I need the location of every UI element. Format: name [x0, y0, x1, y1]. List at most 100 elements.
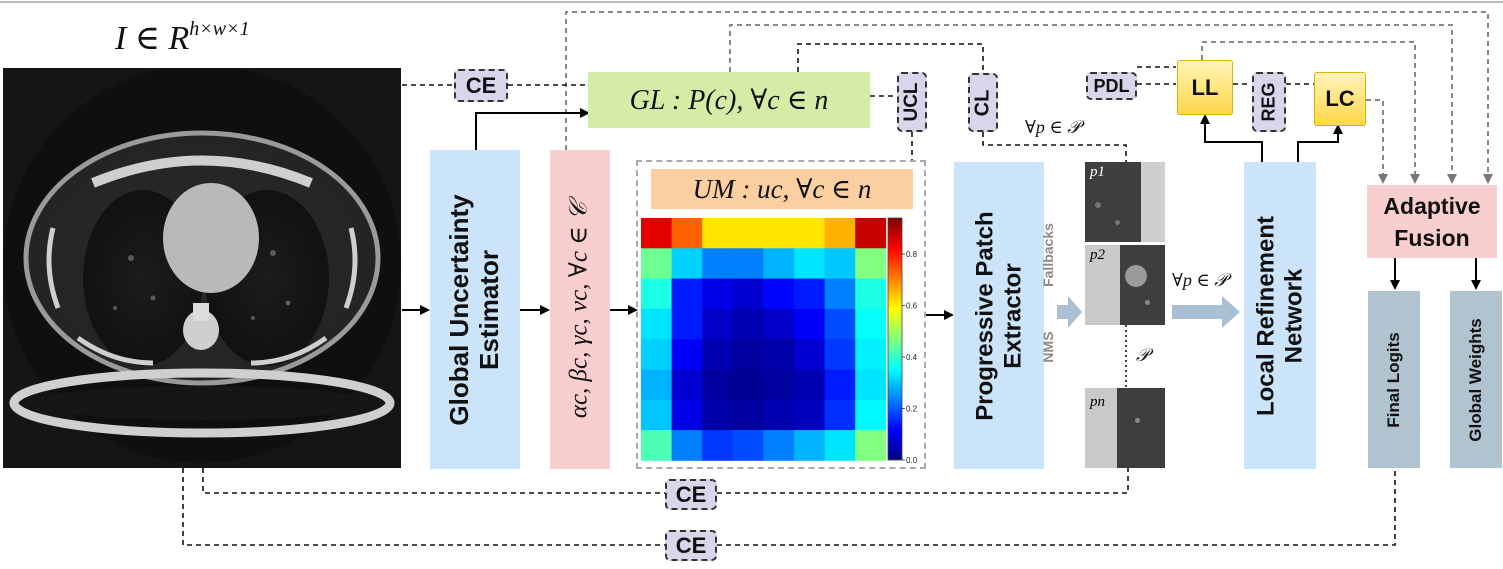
parameters-label: αc, βc, γc, νc, ∀c ∈ 𝒞 — [565, 201, 593, 418]
heatmap-cell — [824, 430, 856, 461]
heatmap-cell — [824, 278, 856, 310]
heatmap-cell — [641, 399, 672, 431]
ce-tag-middle: CE — [665, 479, 717, 510]
ce-tag-top: CE — [454, 69, 508, 102]
colorbar-tick-label: 0.2 — [906, 405, 918, 414]
heatmap-cell — [641, 369, 672, 401]
patch-pn: pn — [1085, 388, 1165, 468]
colorbar — [887, 217, 903, 461]
ct-scan-drawing — [3, 65, 401, 463]
heatmap-cell — [732, 308, 764, 340]
heatmap-cell — [855, 278, 887, 310]
lrn-label-line1: Local Refinement — [1252, 215, 1280, 416]
nms-label: NMS — [1039, 331, 1056, 363]
heatmap-cell — [671, 278, 703, 310]
heatmap-cell — [763, 369, 795, 401]
heatmap-cell — [671, 308, 703, 340]
pn-label: pn — [1090, 394, 1105, 410]
heatmap-cell — [732, 369, 764, 401]
heatmap-cell — [794, 399, 825, 431]
colorbar-tick-label: 0.6 — [906, 302, 918, 311]
colorbar-tick-label: 0.8 — [906, 250, 918, 259]
heatmap-cell — [763, 339, 795, 370]
heatmap-cell — [702, 308, 734, 340]
colorbar-tick-label: 0.0 — [906, 456, 918, 465]
patch-p1: p1 — [1085, 162, 1165, 242]
um-label: UM : uc, ∀c ∈ n — [692, 173, 872, 204]
heatmap-cell — [855, 218, 887, 249]
heatmap-cell — [855, 339, 887, 370]
ll-box: LL — [1177, 60, 1233, 115]
heatmap-cell — [641, 248, 672, 279]
heatmap-cell — [641, 339, 672, 370]
pdl-tag: PDL — [1086, 72, 1137, 100]
patch-set-label: 𝒫 — [1136, 345, 1149, 365]
heatmap-cell — [671, 430, 703, 461]
heatmap-cell — [763, 218, 795, 249]
heatmap-cell — [824, 218, 856, 249]
heatmap-cell — [732, 339, 764, 370]
heatmap-cell — [763, 399, 795, 431]
heatmap-cell — [732, 278, 764, 310]
heatmap-cell — [671, 248, 703, 279]
colorbar-tick-label: 0.4 — [906, 353, 918, 362]
p1-label: p1 — [1090, 164, 1105, 180]
lc-box: LC — [1314, 72, 1366, 126]
heatmap-cell — [794, 308, 825, 340]
global-uncertainty-estimator: Global Uncertainty Estimator — [430, 150, 520, 469]
heatmap-cell — [763, 430, 795, 461]
forall-top-label: ∀p ∈ 𝒫 — [1025, 117, 1081, 137]
global-weights-label: Global Weights — [1466, 317, 1486, 442]
heatmap-cell — [641, 218, 672, 249]
ppe-label-line1: Progressive Patch — [971, 210, 999, 421]
heatmap-cell — [824, 339, 856, 370]
heatmap-cell — [794, 218, 825, 249]
heatmap-cell — [732, 218, 764, 249]
input-label: I ∈ Rh×w×1 — [115, 18, 250, 57]
heatmap-cell — [702, 339, 734, 370]
heatmap-cell — [855, 369, 887, 401]
fallbacks-label: Fallbacks — [1039, 223, 1056, 287]
heatmap-cell — [732, 399, 764, 431]
heatmap-cell — [641, 308, 672, 340]
final-logits-label: Final Logits — [1384, 331, 1404, 428]
heatmap-cell — [671, 218, 703, 249]
heatmap-cell — [732, 248, 764, 279]
uncertainty-map-panel: UM : uc, ∀c ∈ n 0.8 0.6 0.4 0.2 0.0 — [636, 160, 926, 469]
ucl-tag: UCL — [897, 72, 927, 132]
forall-mid-label: ∀p ∈ 𝒫 — [1172, 270, 1228, 290]
heatmap-cell — [702, 278, 734, 310]
heatmap-cell — [671, 399, 703, 431]
heatmap-cell — [732, 430, 764, 461]
ppe-label-line2: Extractor — [999, 262, 1026, 369]
estimator-label-line1: Global Uncertainty — [444, 193, 475, 426]
heatmap-cell — [794, 430, 825, 461]
heatmap-cell — [671, 339, 703, 370]
gl-box: GL : P(c), ∀c ∈ n — [588, 72, 870, 128]
uncertainty-heatmap: 0.8 0.6 0.4 0.2 0.0 — [641, 217, 918, 465]
fusion-label-line2: Fusion — [1394, 225, 1470, 251]
heatmap-cell — [794, 278, 825, 310]
p2-label: p2 — [1090, 247, 1105, 263]
heatmap-cell — [763, 308, 795, 340]
heatmap-cell — [702, 399, 734, 431]
heatmap-cell — [702, 369, 734, 401]
heatmap-cell — [824, 308, 856, 340]
final-logits-box: Final Logits — [1368, 291, 1420, 468]
fusion-label-line1: Adaptive — [1383, 193, 1481, 219]
heatmap-cell — [671, 369, 703, 401]
progressive-patch-extractor: Progressive Patch Extractor — [954, 162, 1044, 469]
heatmap-cell — [702, 430, 734, 461]
heatmap-cell — [855, 430, 887, 461]
heatmap-cell — [824, 369, 856, 401]
heatmap-cell — [763, 248, 795, 279]
patch-p2: p2 — [1085, 245, 1165, 325]
ct-scan-image — [3, 65, 401, 468]
heatmap-cell — [794, 248, 825, 279]
heatmap-cell — [702, 218, 734, 249]
um-label-box: UM : uc, ∀c ∈ n — [651, 169, 913, 209]
heatmap-cell — [794, 369, 825, 401]
heatmap-cell — [824, 248, 856, 279]
local-refinement-network: Local Refinement Network — [1244, 162, 1316, 469]
